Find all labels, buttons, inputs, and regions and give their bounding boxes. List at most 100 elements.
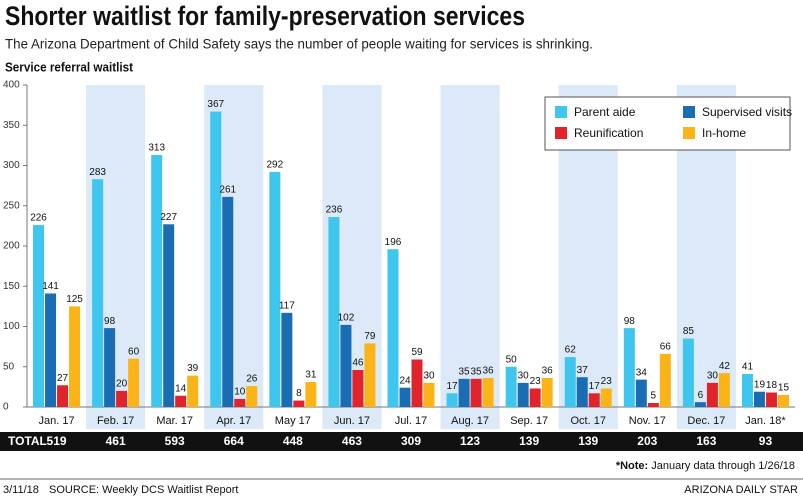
x-tick-label: Jan. 17	[38, 415, 74, 427]
bar	[541, 378, 553, 407]
bar	[69, 306, 81, 407]
total-value: 163	[696, 434, 716, 448]
data-label: 60	[128, 346, 140, 357]
bar	[576, 377, 588, 407]
data-label: 30	[518, 370, 530, 381]
y-tick-label: 150	[3, 281, 20, 292]
x-tick-label: Jan. 18*	[745, 415, 786, 427]
total-row	[0, 432, 803, 451]
data-label: 17	[447, 381, 459, 392]
data-label: 46	[352, 358, 364, 369]
bar	[741, 373, 753, 407]
data-label: 30	[423, 370, 435, 381]
bar	[222, 196, 234, 407]
total-value: 664	[224, 434, 244, 448]
bar	[458, 378, 470, 407]
total-value: 139	[578, 434, 598, 448]
chart-title: Shorter waitlist for family-preservation…	[5, 1, 525, 31]
bar	[765, 392, 777, 407]
bar	[175, 395, 187, 407]
legend-swatch	[683, 106, 695, 118]
data-label: 227	[160, 212, 177, 223]
bar	[210, 111, 222, 407]
bar	[45, 293, 57, 407]
legend-label: Parent aide	[574, 105, 636, 119]
bar	[246, 386, 258, 407]
x-tick-label: Mar. 17	[156, 415, 193, 427]
note-text: January data through 1/26/18	[651, 460, 795, 472]
data-label: 24	[399, 375, 411, 386]
x-tick-label: Dec. 17	[687, 415, 725, 427]
bar	[328, 217, 340, 407]
data-label: 27	[57, 373, 69, 384]
total-value: 593	[165, 434, 185, 448]
x-tick-label: Oct. 17	[570, 415, 605, 427]
bar	[399, 387, 411, 407]
y-tick-label: 100	[3, 321, 20, 332]
bar	[718, 373, 730, 407]
bar	[352, 369, 364, 407]
bar	[600, 388, 612, 407]
note-label: *Note:	[616, 460, 648, 472]
data-label: 236	[326, 205, 343, 216]
bar	[647, 402, 659, 407]
data-label: 313	[148, 143, 165, 154]
data-label: 35	[459, 366, 471, 377]
total-value: 461	[106, 434, 126, 448]
bar	[340, 324, 352, 407]
bar	[635, 379, 647, 407]
bar	[529, 388, 541, 407]
bar	[682, 338, 694, 407]
plot-area: 0 50 100 150 200 250 300 350 400 Jan. 17 226 141 27 1…	[3, 80, 795, 429]
data-label: 62	[565, 345, 577, 356]
data-label: 6	[698, 390, 704, 401]
y-tick-label: 300	[3, 160, 20, 171]
data-label: 39	[187, 363, 199, 374]
bar	[163, 224, 175, 407]
bar	[588, 393, 600, 407]
bar	[364, 343, 376, 407]
total-value: 463	[342, 434, 362, 448]
data-label: 292	[267, 160, 284, 171]
x-tick-label: Sep. 17	[510, 415, 548, 427]
data-label: 85	[683, 326, 695, 337]
legend-label: In-home	[702, 126, 746, 140]
bar	[187, 375, 199, 407]
x-tick-label: Aug. 17	[451, 415, 489, 427]
y-tick-label: 250	[3, 200, 20, 211]
total-value: 139	[519, 434, 539, 448]
data-label: 31	[305, 370, 317, 381]
bar	[269, 171, 281, 407]
bar	[234, 398, 246, 407]
data-label: 50	[506, 354, 518, 365]
data-label: 283	[89, 167, 106, 178]
bar	[104, 328, 116, 407]
data-label: 10	[234, 387, 246, 398]
data-label: 42	[719, 361, 731, 372]
data-label: 41	[742, 362, 754, 373]
credit: ARIZONA DAILY STAR	[684, 484, 798, 496]
bar	[505, 366, 517, 407]
data-label: 66	[660, 342, 672, 353]
bar	[57, 385, 69, 407]
data-label: 36	[483, 366, 495, 377]
total-value: 203	[637, 434, 657, 448]
x-tick-label: May 17	[275, 415, 311, 427]
bar	[116, 390, 128, 407]
total-value: 519	[47, 434, 67, 448]
bar	[694, 402, 706, 407]
data-label: 59	[411, 347, 423, 358]
y-tick-label: 350	[3, 120, 20, 131]
data-label: 79	[364, 331, 376, 342]
total-value: 448	[283, 434, 303, 448]
x-tick-label: Jul. 17	[395, 415, 427, 427]
chart-subtitle: The Arizona Department of Child Safety s…	[5, 36, 593, 52]
bar	[151, 155, 163, 407]
data-label: 30	[707, 370, 719, 381]
bar	[482, 378, 494, 407]
bar	[387, 249, 399, 407]
data-label: 8	[296, 388, 302, 399]
legend-label: Supervised visits	[702, 105, 792, 119]
total-label: TOTAL	[8, 434, 47, 448]
bar	[470, 378, 482, 407]
